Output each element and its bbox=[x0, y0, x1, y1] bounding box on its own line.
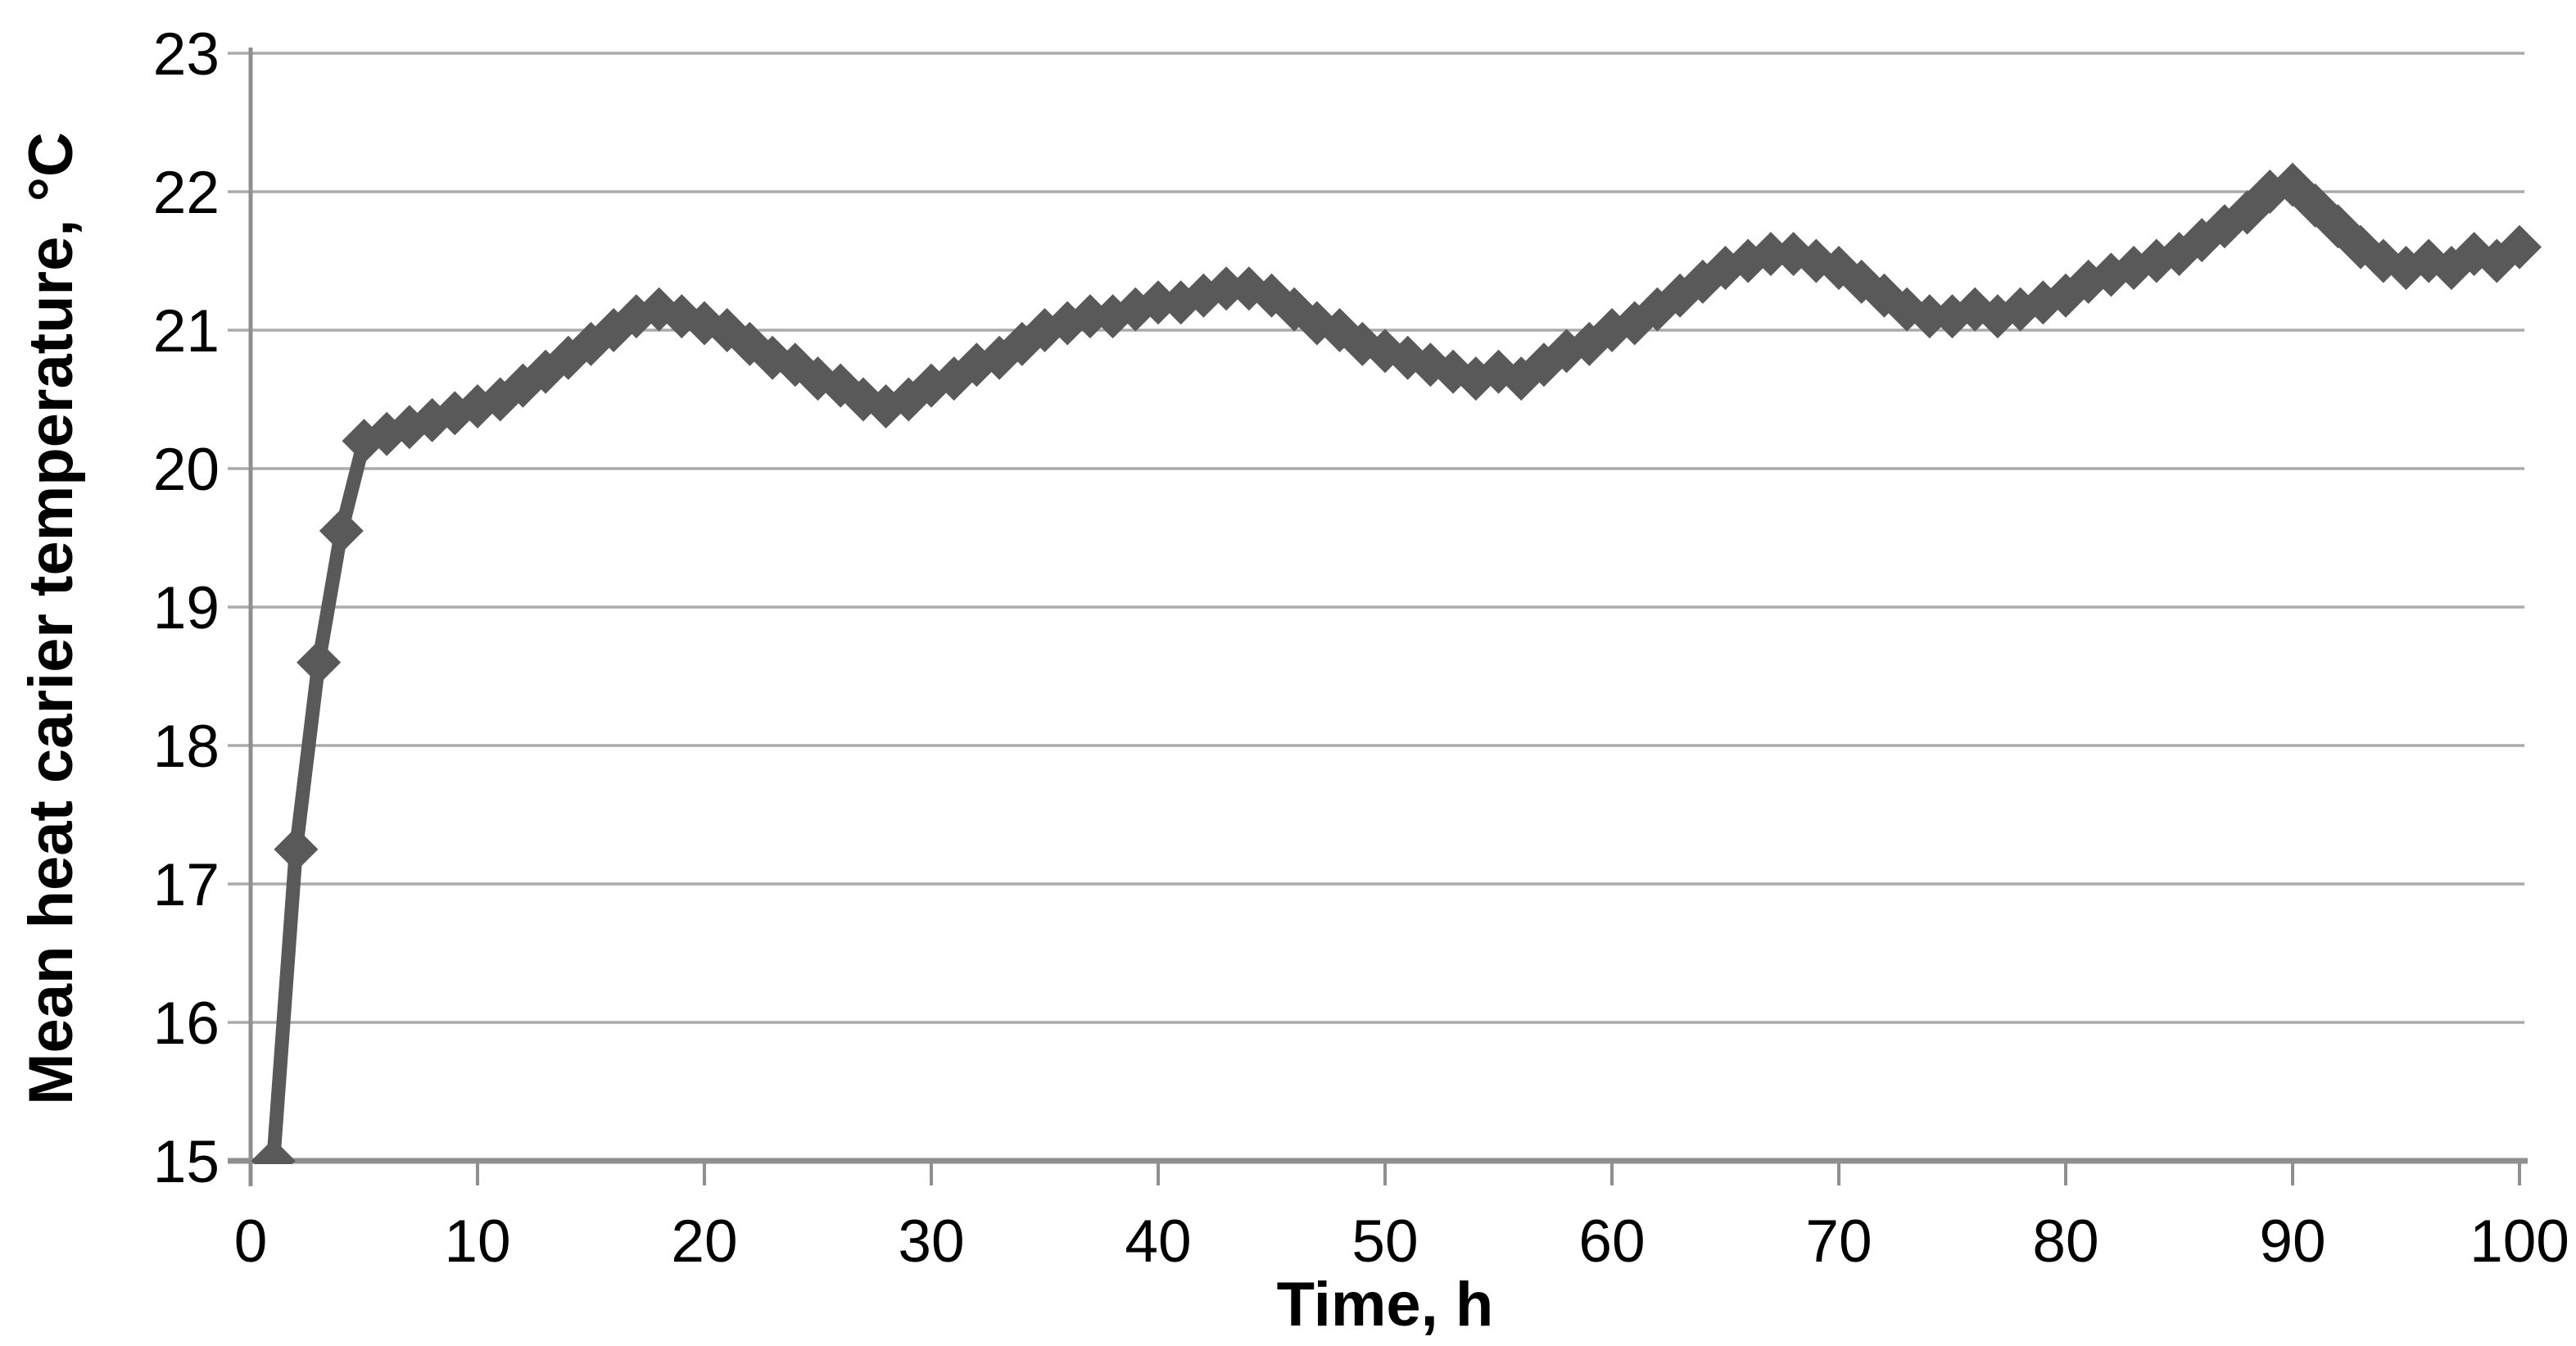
y-tick-label: 18 bbox=[153, 714, 220, 780]
y-tick-label: 21 bbox=[153, 298, 220, 365]
y-tick-label: 23 bbox=[153, 21, 220, 88]
y-tick-label: 15 bbox=[153, 1129, 220, 1195]
gridlines bbox=[228, 52, 2524, 1162]
data-point-marker bbox=[1748, 232, 1793, 277]
data-point-marker bbox=[1136, 280, 1180, 325]
x-tick-label: 40 bbox=[1125, 1208, 1191, 1275]
data-series bbox=[251, 162, 2542, 1164]
axes bbox=[228, 48, 2528, 1186]
y-tick-label: 20 bbox=[153, 437, 220, 503]
x-tick-label: 10 bbox=[444, 1208, 510, 1275]
x-tick-label: 30 bbox=[898, 1208, 964, 1275]
data-point-marker bbox=[387, 405, 432, 450]
x-tick-label: 0 bbox=[234, 1208, 268, 1275]
axis-ticks bbox=[249, 1161, 2521, 1185]
data-point-marker bbox=[297, 640, 342, 685]
x-tick-label: 70 bbox=[1805, 1208, 1872, 1275]
data-point-marker bbox=[2497, 224, 2542, 270]
tick-labels: 15 16 17 18 19 20 21 22 23 0 10 20 30 40 50 60 70 80 90 100 bbox=[153, 21, 2569, 1275]
data-point-marker bbox=[251, 1139, 296, 1164]
data-point-marker bbox=[1907, 294, 1952, 339]
x-tick-label: 60 bbox=[1578, 1208, 1645, 1275]
data-point-marker bbox=[274, 827, 319, 872]
y-tick-label: 22 bbox=[153, 160, 220, 226]
x-axis-title: Time, h bbox=[1277, 1270, 1494, 1339]
y-tick-label: 16 bbox=[153, 990, 220, 1057]
x-tick-label: 80 bbox=[2032, 1208, 2098, 1275]
y-tick-label: 17 bbox=[153, 852, 220, 918]
x-tick-label: 100 bbox=[2470, 1208, 2569, 1275]
y-tick-label: 19 bbox=[153, 575, 220, 641]
y-axis-title: Mean heat carier temperature, °C bbox=[16, 132, 86, 1105]
data-point-marker bbox=[319, 509, 364, 554]
data-point-marker bbox=[1067, 294, 1112, 339]
data-point-marker bbox=[1204, 266, 1249, 311]
x-tick-label: 20 bbox=[671, 1208, 737, 1275]
x-tick-label: 90 bbox=[2259, 1208, 2325, 1275]
x-tick-label: 50 bbox=[1351, 1208, 1418, 1275]
